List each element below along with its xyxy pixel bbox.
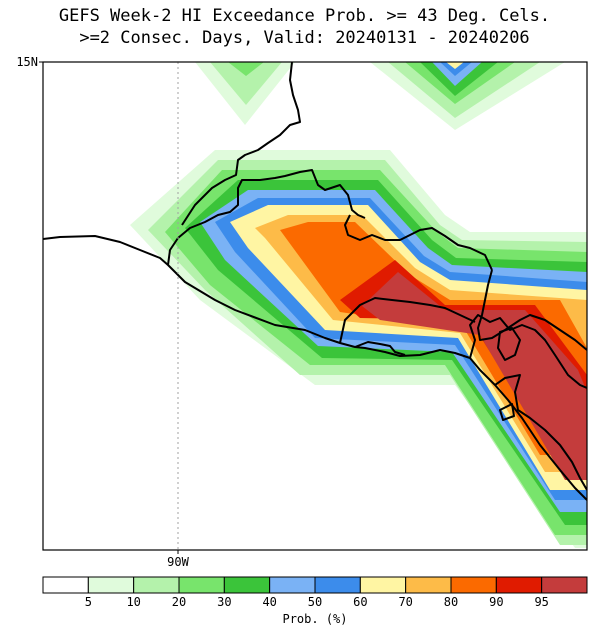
colorbar-tick-label-80: 80 xyxy=(444,595,458,609)
belize-honduras-border xyxy=(344,214,493,271)
colorbar-swatch-5 xyxy=(269,576,316,594)
colorbar-tick-label-60: 60 xyxy=(353,595,367,609)
contour-main-95 xyxy=(362,272,587,480)
colorbar-tick-label-20: 20 xyxy=(172,595,186,609)
colorbar-tick-label-30: 30 xyxy=(217,595,231,609)
contour-main-80 xyxy=(280,222,587,455)
colorbar-tick-label-90: 90 xyxy=(489,595,503,609)
lake-nicaragua xyxy=(497,327,521,361)
colorbar-swatch-1 xyxy=(87,576,135,594)
colorbar-tick-label-10: 10 xyxy=(126,595,140,609)
colorbar-swatch-9 xyxy=(450,576,497,594)
colorbar: 5 10 20 30 40 50 60 70 80 90 95 xyxy=(42,576,588,609)
map-title-line2: >=2 Consec. Days, Valid: 20240131 - 2024… xyxy=(79,28,530,48)
coastline-and-borders xyxy=(43,62,587,501)
contour-top-right-50 xyxy=(440,62,472,76)
colorbar-swatch-10 xyxy=(495,576,543,594)
gulf-coastline xyxy=(181,62,301,226)
probability-shading xyxy=(130,62,587,548)
contour-top-left-10 xyxy=(210,62,282,105)
colorbar-tick-label-5: 5 xyxy=(85,595,92,609)
colorbar-tick-label-50: 50 xyxy=(308,595,322,609)
contour-top-right-60 xyxy=(446,62,464,69)
gulf-detail xyxy=(354,341,406,356)
colorbar-title: Prob. (%) xyxy=(282,612,347,626)
colorbar-tick-label-70: 70 xyxy=(398,595,412,609)
colorbar-tick-label-95: 95 xyxy=(534,595,548,609)
colorbar-swatch-2 xyxy=(133,576,180,594)
colorbar-swatch-8 xyxy=(405,576,452,594)
mexico-guatemala-border xyxy=(167,169,366,266)
nicaragua-border xyxy=(469,314,587,389)
colorbar-swatch-0 xyxy=(42,576,89,594)
lon-label-90w: 90W xyxy=(167,555,189,569)
colorbar-swatch-4 xyxy=(223,576,271,594)
map-title-line1: GEFS Week-2 HI Exceedance Prob. >= 43 De… xyxy=(58,6,551,26)
panama-detail xyxy=(499,403,515,421)
lat-label-15n: 15N xyxy=(16,55,38,69)
colorbar-swatch-7 xyxy=(359,576,407,594)
colorbar-tick-label-40: 40 xyxy=(262,595,276,609)
honduras-nicaragua-border xyxy=(477,269,587,351)
contour-top-left-20 xyxy=(228,62,264,76)
colorbar-swatch-6 xyxy=(314,576,361,594)
colorbar-swatch-3 xyxy=(178,576,225,594)
pacific-coastline xyxy=(43,235,587,501)
costa-rica-border xyxy=(494,374,587,491)
plot-frame xyxy=(42,61,588,551)
colorbar-swatch-11 xyxy=(541,576,588,594)
el-salvador-border xyxy=(339,297,476,344)
